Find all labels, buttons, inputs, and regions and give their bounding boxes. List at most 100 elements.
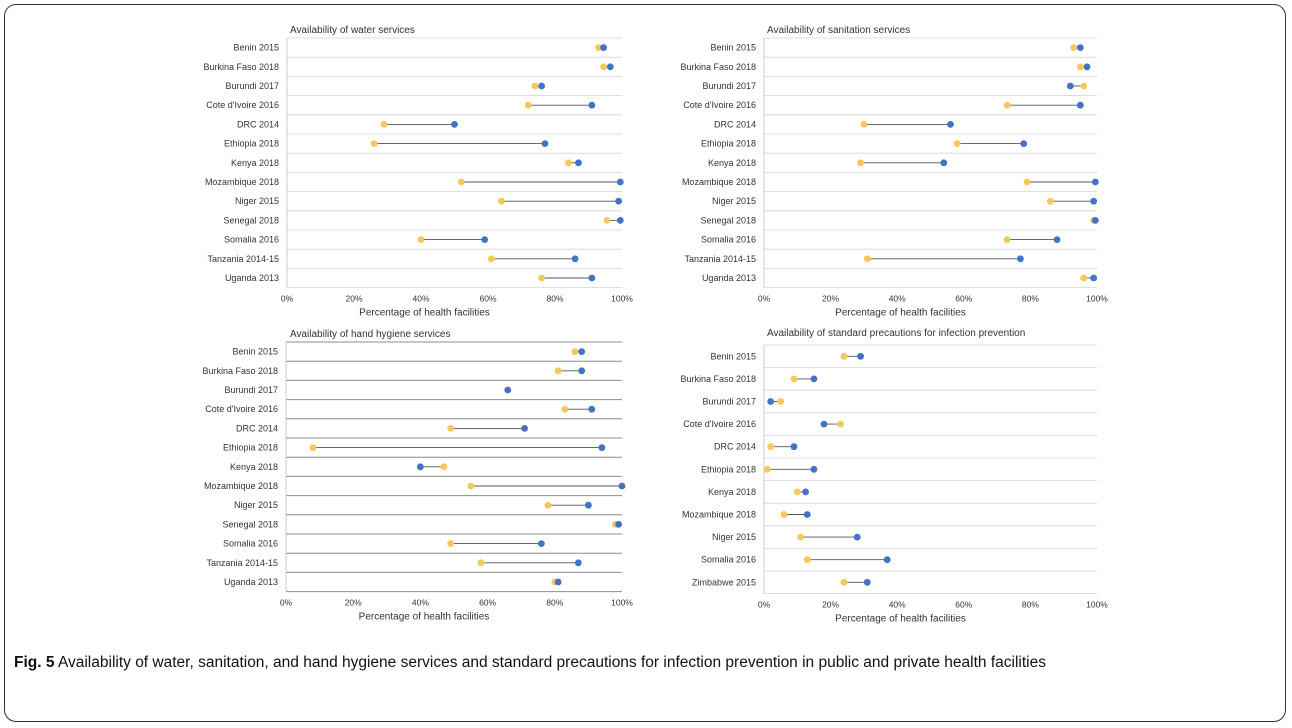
category-label: Ethiopia 2018 (223, 443, 278, 453)
data-point-public (370, 140, 378, 147)
data-point-private (541, 140, 549, 147)
x-axis-label: Percentage of health facilities (835, 614, 966, 625)
data-point-public (447, 540, 455, 547)
data-point-private (481, 236, 489, 244)
category-label: Mozambique 2018 (205, 177, 279, 187)
data-point-private (616, 217, 624, 224)
x-tick-label: 0% (280, 598, 293, 608)
data-point-public (763, 465, 771, 473)
data-point-public (1076, 63, 1084, 71)
chart-title: Availability of hand hygiene services (290, 329, 450, 340)
category-label: Burkina Faso 2018 (680, 62, 756, 72)
data-point-public (571, 348, 579, 355)
category-label: Kenya 2018 (231, 158, 279, 168)
x-tick-label: 100% (1086, 600, 1108, 610)
category-label: Zimbabwe 2015 (692, 577, 756, 587)
x-tick-label: 80% (1022, 600, 1039, 610)
category-label: Tanzania 2014-15 (207, 254, 279, 264)
x-tick-label: 20% (345, 598, 362, 608)
category-label: Benin 2015 (233, 43, 279, 53)
category-label: Burkina Faso 2018 (202, 366, 278, 376)
data-point-private (1017, 255, 1024, 263)
category-label: Senegal 2018 (222, 519, 278, 529)
data-point-private (606, 63, 614, 71)
data-point-private (588, 405, 596, 413)
data-point-public (1070, 44, 1078, 51)
category-label: Mozambique 2018 (204, 481, 278, 491)
data-point-private (616, 178, 624, 186)
category-label: Tanzania 2014-15 (684, 254, 756, 264)
category-label: Somalia 2016 (701, 235, 756, 245)
x-tick-label: 100% (1086, 294, 1108, 304)
chart-hand-hygiene-services: Availability of hand hygiene services Ben… (202, 329, 633, 623)
category-label: Niger 2015 (712, 196, 756, 206)
data-point-private (615, 521, 623, 528)
category-label: Cote d'Ivoire 2016 (206, 100, 279, 110)
category-label: Benin 2015 (710, 43, 756, 53)
data-point-private (857, 352, 864, 360)
category-label: Burundi 2017 (702, 397, 756, 407)
category-label: Cote d'Ivoire 2016 (683, 419, 756, 429)
figure-frame (4, 4, 1286, 722)
data-point-private (578, 367, 586, 375)
data-point-private (1053, 236, 1061, 244)
data-point-public (840, 578, 848, 586)
data-point-private (571, 255, 579, 263)
category-label: Benin 2015 (232, 347, 278, 357)
category-label: Somalia 2016 (224, 235, 279, 245)
data-point-private (578, 348, 586, 355)
data-point-private (883, 556, 891, 564)
category-label: Kenya 2018 (708, 158, 756, 168)
x-tick-label: 0% (758, 600, 771, 610)
caption-label: Fig. 5 (14, 654, 55, 671)
data-point-public (440, 463, 448, 471)
data-point-private (1076, 101, 1084, 109)
chart-title: Availability of standard precautions for… (767, 328, 1025, 339)
category-label: Niger 2015 (235, 196, 279, 206)
data-point-public (595, 44, 602, 51)
category-label: Cote d'Ivoire 2016 (683, 100, 756, 110)
data-point-private (853, 533, 861, 541)
data-point-private (1091, 217, 1099, 224)
category-label: Niger 2015 (712, 532, 756, 542)
x-tick-label: 40% (889, 600, 906, 610)
category-label: Benin 2015 (710, 351, 756, 361)
data-point-public (1003, 101, 1011, 109)
category-label: Uganda 2013 (702, 273, 756, 283)
x-tick-label: 60% (955, 600, 972, 610)
category-label: Burundi 2017 (224, 385, 278, 395)
chart-water-services: Availability of water services Benin 2015… (203, 25, 633, 319)
data-point-private (803, 511, 811, 518)
x-axis-label: Percentage of health facilities (359, 308, 490, 319)
data-point-private (615, 197, 623, 205)
data-point-public (561, 405, 569, 413)
x-tick-label: 80% (546, 294, 563, 304)
chart-title: Availability of sanitation services (767, 25, 910, 36)
category-label: Tanzania 2014-15 (206, 558, 278, 568)
data-point-public (600, 63, 607, 71)
category-label: Burundi 2017 (702, 81, 756, 91)
category-label: Somalia 2016 (223, 539, 278, 549)
data-point-private (417, 463, 424, 471)
data-point-public (487, 255, 495, 263)
data-point-private (537, 540, 545, 547)
caption-text: Availability of water, sanitation, and h… (57, 654, 1046, 671)
data-point-private (521, 425, 528, 432)
x-tick-label: 80% (1022, 294, 1039, 304)
data-point-public (467, 482, 475, 490)
data-point-private (947, 121, 954, 128)
data-point-private (1076, 44, 1084, 51)
data-point-public (544, 501, 552, 509)
category-label: Somalia 2016 (701, 555, 756, 565)
data-point-public (498, 197, 505, 205)
data-point-public (767, 443, 775, 451)
data-point-public (863, 255, 871, 263)
data-point-public (790, 375, 798, 383)
data-point-public (793, 488, 801, 496)
category-label: Ethiopia 2018 (224, 139, 279, 149)
data-point-public (417, 236, 425, 244)
x-axis-label: Percentage of health facilities (835, 308, 966, 319)
data-point-public (857, 159, 864, 167)
x-tick-label: 80% (546, 598, 563, 608)
data-point-private (1083, 63, 1091, 71)
